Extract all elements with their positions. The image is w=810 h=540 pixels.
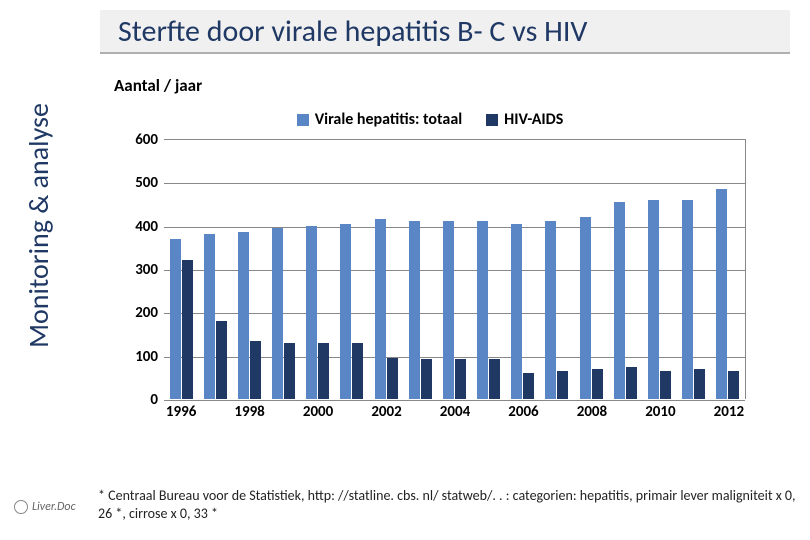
bar-series1 xyxy=(238,232,249,399)
bar-series1 xyxy=(306,226,317,399)
x-tick-label: 2004 xyxy=(438,403,472,421)
bar-group xyxy=(267,140,301,399)
bar-group xyxy=(232,140,266,399)
bar-group xyxy=(437,140,471,399)
x-tick-label xyxy=(198,403,232,421)
bar-group xyxy=(540,140,574,399)
bar-series2 xyxy=(523,373,534,399)
y-tick-label: 500 xyxy=(114,175,158,191)
bar-series2 xyxy=(592,369,603,399)
x-tick-label xyxy=(541,403,575,421)
bar-series1 xyxy=(580,217,591,399)
bar-series2 xyxy=(250,341,261,400)
logo: Liver.Doc xyxy=(14,500,76,514)
sidebar-label: Monitoring & analyse xyxy=(18,60,58,390)
bar-series2 xyxy=(557,371,568,399)
x-tick-label xyxy=(267,403,301,421)
bar-series2 xyxy=(318,343,329,399)
bar-series2 xyxy=(352,343,363,399)
bar-series1 xyxy=(545,221,556,399)
bar-group xyxy=(164,140,198,399)
bar-group xyxy=(677,140,711,399)
y-tick-label: 0 xyxy=(114,392,158,408)
bar-series1 xyxy=(443,221,454,399)
bar-series2 xyxy=(694,369,705,399)
bar-series1 xyxy=(204,234,215,399)
chart-bars xyxy=(164,140,745,399)
y-tick-label: 600 xyxy=(114,132,158,148)
bar-series1 xyxy=(511,224,522,400)
legend-swatch-series1 xyxy=(297,114,309,126)
title-bar: Sterfte door virale hepatitis B- C vs HI… xyxy=(100,10,790,54)
x-axis-labels: 1996 1998 2000 2002 2004 2006 2008 2010 2012 xyxy=(164,403,746,421)
logo-text: Liver.Doc xyxy=(32,500,76,514)
x-tick-label: 2010 xyxy=(643,403,677,421)
x-tick-label xyxy=(335,403,369,421)
legend-swatch-series2 xyxy=(486,114,498,126)
y-tick-label: 300 xyxy=(114,262,158,278)
x-tick-label: 2000 xyxy=(301,403,335,421)
y-tick-label: 200 xyxy=(114,305,158,321)
bar-series1 xyxy=(477,221,488,399)
bar-series1 xyxy=(409,221,420,399)
bar-group xyxy=(711,140,745,399)
bar-series2 xyxy=(489,359,500,399)
bar-series1 xyxy=(648,200,659,399)
legend-item-series1: Virale hepatitis: totaal xyxy=(297,110,462,129)
chart-plot: 0100200300400500600 xyxy=(164,139,746,399)
x-tick-label xyxy=(609,403,643,421)
bar-group xyxy=(403,140,437,399)
bar-series1 xyxy=(716,189,727,399)
bar-series2 xyxy=(626,367,637,400)
bar-series2 xyxy=(728,371,739,399)
bar-series2 xyxy=(387,358,398,399)
legend-label-series2: HIV-AIDS xyxy=(504,110,563,129)
bar-series1 xyxy=(170,239,181,399)
bar-series1 xyxy=(614,202,625,399)
bar-series1 xyxy=(375,219,386,399)
bar-group xyxy=(301,140,335,399)
x-tick-label: 1998 xyxy=(232,403,266,421)
y-axis-labels: 0 100 200 300 400 500 600 xyxy=(114,132,158,407)
x-tick-label xyxy=(472,403,506,421)
x-tick-label: 2012 xyxy=(712,403,746,421)
bar-group xyxy=(506,140,540,399)
gridline xyxy=(164,400,745,401)
chart-area: Aantal / jaar Virale hepatitis: totaal H… xyxy=(110,75,750,455)
bar-series1 xyxy=(272,228,283,399)
bar-group xyxy=(574,140,608,399)
x-tick-label: 2002 xyxy=(369,403,403,421)
x-tick-label xyxy=(678,403,712,421)
bar-group xyxy=(608,140,642,399)
x-tick-label: 2008 xyxy=(575,403,609,421)
bar-series2 xyxy=(421,359,432,399)
bar-group xyxy=(472,140,506,399)
bar-group xyxy=(369,140,403,399)
bar-group xyxy=(335,140,369,399)
bar-series2 xyxy=(284,343,295,399)
chart-subtitle: Aantal / jaar xyxy=(114,75,750,96)
bar-series2 xyxy=(216,321,227,399)
logo-icon xyxy=(14,500,28,514)
bar-series2 xyxy=(660,371,671,399)
page-title: Sterfte door virale hepatitis B- C vs HI… xyxy=(118,13,587,50)
sidebar-label-text: Monitoring & analyse xyxy=(21,103,56,348)
bar-series1 xyxy=(682,200,693,399)
legend-label-series1: Virale hepatitis: totaal xyxy=(315,110,462,129)
x-tick-label: 1996 xyxy=(164,403,198,421)
y-tick-label: 400 xyxy=(114,219,158,235)
legend-item-series2: HIV-AIDS xyxy=(486,110,563,129)
bar-series2 xyxy=(182,260,193,399)
bar-series1 xyxy=(340,224,351,400)
bar-group xyxy=(642,140,676,399)
y-tick-label: 100 xyxy=(114,349,158,365)
bar-group xyxy=(198,140,232,399)
bar-series2 xyxy=(455,359,466,399)
chart-legend: Virale hepatitis: totaal HIV-AIDS xyxy=(110,110,750,129)
footnote: * Centraal Bureau voor de Statistiek, ht… xyxy=(98,487,802,522)
x-tick-label xyxy=(404,403,438,421)
x-tick-label: 2006 xyxy=(506,403,540,421)
